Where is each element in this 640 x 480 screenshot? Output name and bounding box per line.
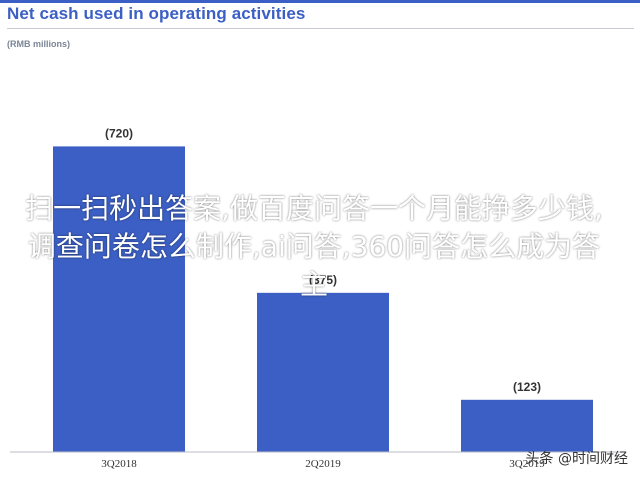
title-divider [7,28,634,29]
plot-area: (720) 3Q2018 (375) 2Q2019 (123) 3Q2019 [10,126,622,470]
x-tick-label-3Q2019: 3Q2019 [509,458,545,470]
data-label-3Q2018: (720) [105,126,133,140]
data-label-2Q2019: (375) [309,273,337,287]
x-tick-label-3Q2018: 3Q2018 [101,458,137,470]
overlay-caption: 扫一扫秒出答案,做百度问答一个月能挣多少钱,调查问卷怎么制作,ai问答,360问… [25,192,603,301]
watermark: 头条 @时间财经 [525,451,628,467]
bar-3Q2019 [461,399,593,452]
bar-2Q2019 [257,292,389,452]
chart-title: Net cash used in operating activities [7,4,306,23]
chart-subtitle: (RMB millions) [7,39,70,49]
data-label-3Q2019: (123) [513,380,541,394]
top-rule [0,0,640,3]
x-tick-label-2Q2019: 2Q2019 [305,458,341,470]
bar-3Q2018 [53,146,185,452]
